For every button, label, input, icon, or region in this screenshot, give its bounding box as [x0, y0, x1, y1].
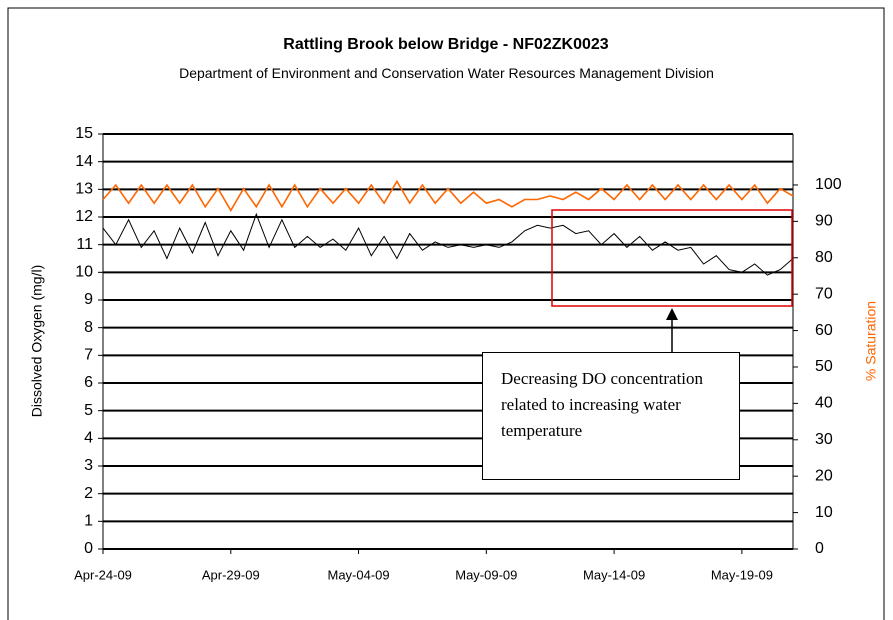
x-tick-label: May-19-09 — [711, 567, 773, 582]
y2-tick-label: 100 — [815, 176, 842, 193]
chart-subtitle: Department of Environment and Conservati… — [179, 65, 714, 81]
y-tick-label: 15 — [75, 125, 93, 142]
y-tick-label: 13 — [75, 181, 93, 198]
y-axis-title: Dissolved Oxygen (mg/l) — [29, 265, 45, 418]
x-tick-label: May-04-09 — [327, 567, 389, 582]
x-tick-label: Apr-24-09 — [74, 567, 132, 582]
y-tick-label: 0 — [84, 540, 93, 557]
y-tick-label: 10 — [75, 264, 93, 281]
y-tick-label: 5 — [84, 402, 93, 419]
y2-tick-label: 20 — [815, 467, 833, 484]
y2-tick-label: 70 — [815, 285, 833, 302]
arrow-head — [666, 308, 678, 320]
y2-tick-label: 30 — [815, 431, 833, 448]
x-tick-label: May-14-09 — [583, 567, 645, 582]
subtitle-box: Department of Environment and Conservati… — [179, 65, 714, 81]
x-tick-label: Apr-29-09 — [202, 567, 260, 582]
y2-tick-label: 0 — [815, 540, 824, 557]
y2-tick-label: 60 — [815, 322, 833, 339]
x-tick-label: May-09-09 — [455, 567, 517, 582]
y2-tick-label: 90 — [815, 213, 833, 230]
y-tick-label: 2 — [84, 485, 93, 502]
y2-tick-label: 40 — [815, 395, 833, 412]
y-tick-label: 3 — [84, 457, 93, 474]
y-tick-label: 11 — [76, 236, 93, 253]
y2-tick-label: 50 — [815, 358, 833, 375]
data-line — [102, 179, 794, 212]
y2-axis-title: % Saturation — [863, 301, 879, 381]
y-tick-label: 1 — [84, 513, 93, 530]
y-tick-label: 14 — [75, 153, 93, 170]
data-line — [102, 212, 794, 276]
annotation: Decreasing DO concentration related to i… — [482, 352, 740, 480]
y2-tick-label: 10 — [815, 504, 833, 521]
y-tick-label: 12 — [75, 208, 93, 225]
y2-tick-label: 80 — [815, 249, 833, 266]
y-tick-label: 6 — [84, 374, 93, 391]
chart-title: Rattling Brook below Bridge - NF02ZK0023 — [283, 36, 608, 53]
y-tick-label: 7 — [84, 347, 93, 364]
y-tick-label: 4 — [84, 430, 93, 447]
highlight-box — [551, 209, 793, 307]
y-tick-label: 9 — [84, 291, 93, 308]
chart-frame — [7, 7, 885, 620]
y-tick-label: 8 — [84, 319, 93, 336]
